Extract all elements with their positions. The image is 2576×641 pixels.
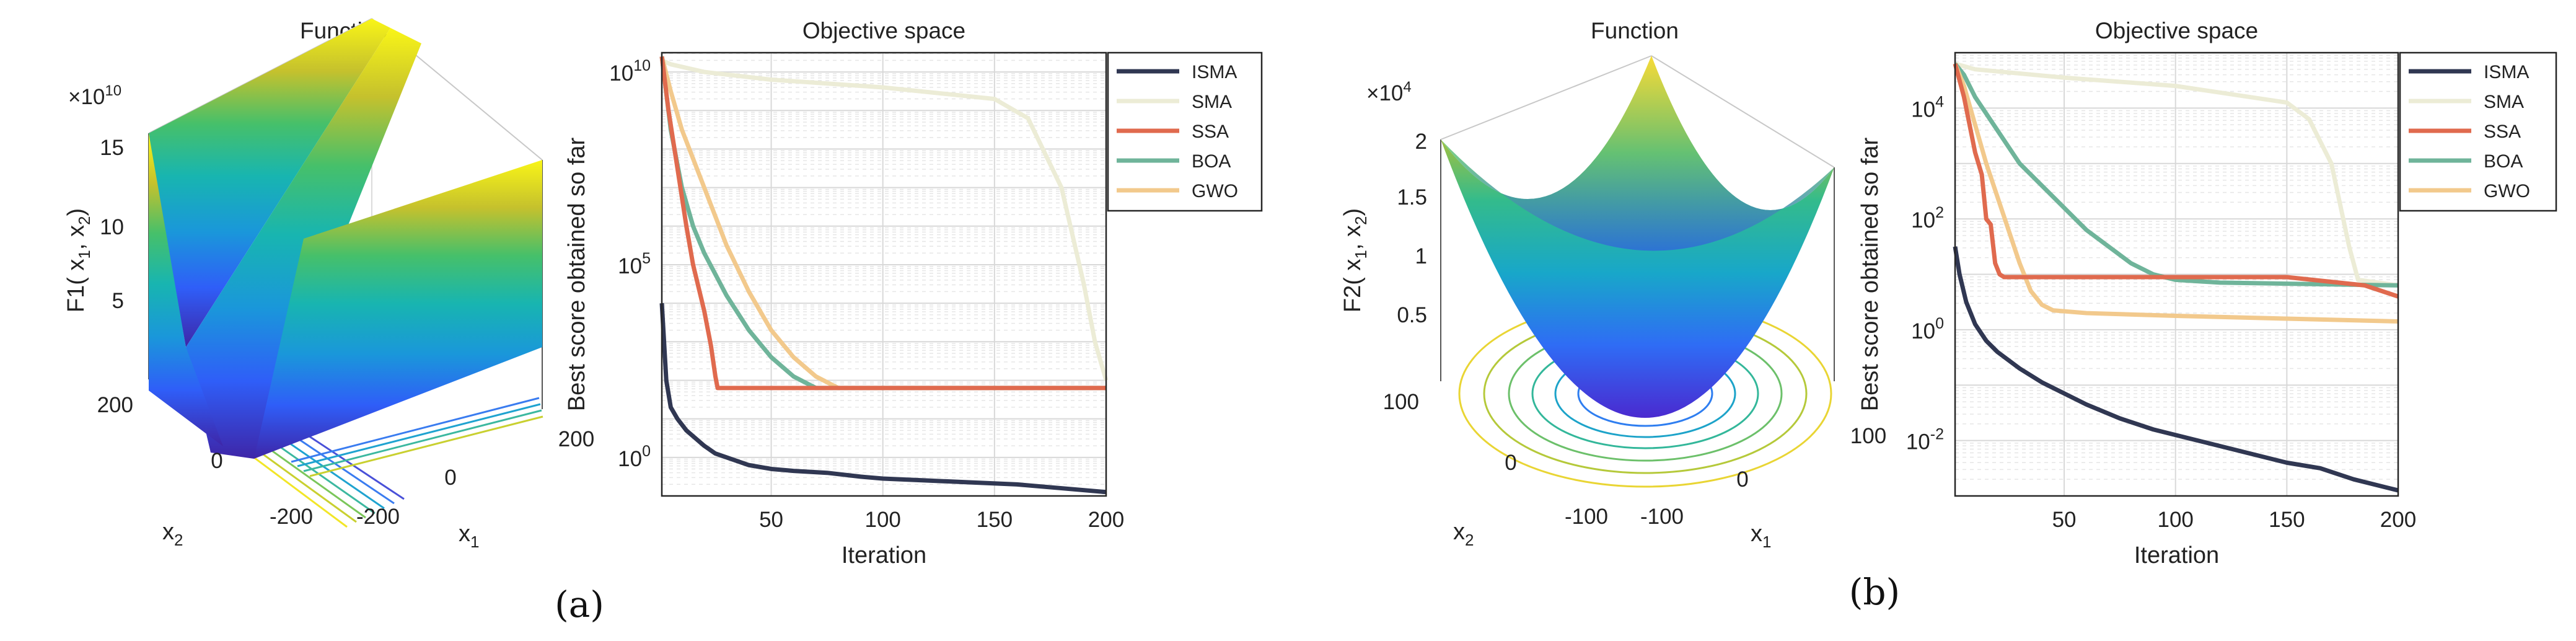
convergence-chart-a: 50 100 150 200 1010 105 100 Objective space Iter… — [564, 18, 1263, 568]
panel-a-caption: (a) — [555, 583, 604, 626]
y-tick-label: 1010 — [609, 57, 651, 86]
panel-a-surface-right — [254, 160, 542, 459]
panel-a-z-exponent: ×1010 — [68, 82, 121, 109]
panel-a-x-label: x1 — [459, 521, 479, 551]
y-tick-label: 104 — [1911, 93, 1944, 122]
panel-a-y-tick: 0 — [211, 449, 222, 473]
panel-b-surface-back — [1441, 56, 1834, 251]
legend-label-isma: ISMA — [2484, 62, 2529, 82]
legend-label-boa: BOA — [2484, 151, 2523, 172]
panel-b-y-tick: -100 — [1565, 505, 1608, 529]
panel-b-y-tick: 0 — [1505, 451, 1516, 475]
panel-b-z-exponent: ×104 — [1366, 79, 1412, 105]
plot-area — [662, 53, 1106, 496]
chart-title: Objective space — [802, 18, 965, 43]
series-line-gwo — [659, 56, 1106, 391]
series-line-ssa — [1953, 63, 2399, 299]
panel-a-x-tick: 200 — [558, 427, 594, 451]
panel-b-z-tick: 0.5 — [1397, 303, 1427, 327]
panel-a-y-label: x2 — [162, 519, 183, 549]
convergence-chart-b: 50 100 150 200 104 102 100 10-2 Objective space I… — [1857, 18, 2557, 568]
x-tick-label: 100 — [864, 508, 900, 532]
series-line-isma — [659, 303, 1107, 495]
panel-a-surface-left — [149, 19, 390, 347]
panel-a-x-tick: -200 — [356, 505, 400, 529]
panel-a-surface-front — [149, 133, 223, 446]
x-tick-label: 200 — [2380, 508, 2416, 532]
panel-b-z-label: F2( x1, x2) — [1340, 208, 1370, 312]
y-tick-label: 102 — [1911, 204, 1944, 232]
panel-a-z-label: F1( x1, x2) — [63, 208, 94, 312]
y-tick-label: 10-2 — [1906, 426, 1944, 454]
panel-a-function: Function 15 10 5 ×1010 — [63, 18, 594, 551]
panel-b-x-label: x1 — [1751, 521, 1771, 551]
panel-b-z-tick: 1.5 — [1397, 185, 1427, 210]
panel-a-z-tick: 5 — [112, 289, 124, 313]
legend-label-sma: SMA — [1192, 92, 1232, 112]
legend: ISMA SMA SSA BOA GWO — [1107, 51, 1263, 212]
legend-label-isma: ISMA — [1192, 62, 1237, 82]
x-tick-label: 150 — [2269, 508, 2305, 532]
panel-b-box-edge — [1440, 55, 1652, 140]
legend-label-sma: SMA — [2484, 92, 2524, 112]
y-tick-label: 100 — [1911, 315, 1944, 343]
legend-label-ssa: SSA — [2484, 122, 2521, 142]
legend-label-gwo: GWO — [2484, 181, 2530, 201]
y-axis-label: Best score obtained so far — [1857, 137, 1883, 411]
panel-b-z-tick: 1 — [1415, 244, 1427, 268]
series-line-ssa — [659, 56, 1106, 391]
y-tick-label: 100 — [618, 443, 651, 471]
panel-a-y-tick: 200 — [97, 393, 133, 417]
panel-b-function-title: Function — [1591, 18, 1679, 43]
legend-label-ssa: SSA — [1192, 122, 1229, 142]
series-line-isma — [1953, 246, 2399, 493]
x-tick-label: 50 — [2052, 508, 2077, 532]
series-line-sma — [1954, 61, 2399, 288]
y-axis-label: Best score obtained so far — [564, 137, 590, 411]
panel-b-function: Function 2 1.5 1 0.5 ×104 F2( x1, x2) 10… — [1340, 18, 1886, 551]
panel-b-y-tick: 100 — [1383, 390, 1419, 414]
panel-b-x-tick: 0 — [1736, 467, 1748, 492]
legend-label-boa: BOA — [1192, 151, 1231, 172]
chart-title: Objective space — [2095, 18, 2258, 43]
axes-frame — [661, 51, 1107, 497]
panel-b-x-tick: 100 — [1850, 424, 1886, 448]
x-axis-label: Iteration — [842, 542, 926, 568]
panel-b-caption: (b) — [1849, 571, 1900, 613]
panel-b-z-tick: 2 — [1415, 130, 1427, 154]
panel-b-y-label: x2 — [1453, 519, 1474, 549]
x-tick-label: 50 — [759, 508, 783, 532]
panel-b-x-tick: -100 — [1640, 505, 1684, 529]
axes-frame — [1954, 51, 2399, 497]
y-tick-label: 105 — [618, 250, 651, 278]
x-tick-label: 100 — [2158, 508, 2194, 532]
panel-b-box-edge — [1651, 55, 1835, 168]
x-tick-label: 200 — [1088, 508, 1124, 532]
legend: ISMA SMA SSA BOA GWO — [2399, 51, 2557, 212]
panel-a-y-tick: -200 — [270, 505, 313, 529]
x-axis-label: Iteration — [2134, 542, 2219, 568]
series-line-sma — [661, 58, 1109, 381]
legend-label-gwo: GWO — [1192, 181, 1238, 201]
panel-a-z-tick: 10 — [100, 215, 124, 239]
panel-a-x-tick: 0 — [444, 466, 456, 490]
x-tick-label: 150 — [977, 508, 1013, 532]
panel-a-z-tick: 15 — [100, 136, 124, 160]
